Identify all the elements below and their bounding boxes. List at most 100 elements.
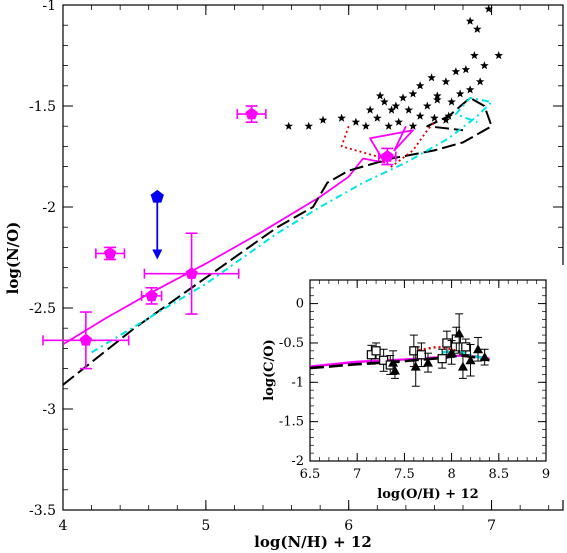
inset-axis-ticks: 6.5 7 7.5 8 8.5 9 -2 -1.5 -1 -0.5 0 (279, 279, 550, 482)
main-star-point (375, 91, 385, 100)
inset-filled-triangle (389, 365, 400, 375)
inset-open-square (416, 350, 426, 360)
inset-x-tick-label: 9 (542, 467, 550, 482)
inset-filled-triangle (473, 344, 484, 354)
inset-x-tick-label: 8 (447, 467, 455, 482)
main-star-point (373, 113, 382, 122)
upper-limit-arrowhead (152, 249, 163, 260)
inset-x-tick-label: 7.5 (394, 467, 415, 482)
inset-open-square (437, 354, 447, 364)
main-star-point (465, 16, 475, 25)
inset-filled-triangle (465, 355, 476, 365)
main-star-point (384, 121, 393, 130)
inset-y-tick-label: -1.5 (279, 415, 304, 430)
main-star-point (444, 111, 453, 120)
main-star-point (365, 105, 375, 114)
main-star-points (284, 4, 503, 130)
main-star-point (318, 115, 328, 124)
main-magenta-pentagon (245, 107, 258, 120)
inset-y-tick-label: -1 (291, 375, 304, 390)
main-star-point (408, 121, 418, 130)
main-x-tick-label: 7 (487, 518, 496, 534)
inset-data-points (366, 313, 490, 387)
main-y-tick-label: -1.5 (29, 99, 56, 115)
main-magenta-pentagon (381, 150, 394, 162)
main-star-point (475, 77, 485, 86)
main-x-tick-label: 4 (59, 518, 68, 534)
inset-x-tick-label: 8.5 (488, 467, 509, 482)
main-star-point (484, 4, 493, 13)
inset-filled-triangle (479, 352, 490, 362)
main-star-point (391, 101, 401, 110)
main-star-point (351, 117, 361, 126)
main-star-point (361, 121, 371, 130)
inset-filled-triangle (454, 328, 465, 338)
inset-x-tick-label: 6.5 (300, 467, 321, 482)
main-magenta-points (42, 105, 397, 370)
main-star-point (461, 65, 471, 74)
main-star-point (394, 117, 403, 126)
main-y-tick-label: -3.5 (29, 503, 56, 519)
main-star-point (455, 89, 465, 98)
inset-filled-triangle (446, 347, 457, 357)
main-star-point (480, 61, 489, 70)
inset-x-tick-label: 7 (353, 467, 361, 482)
main-star-point (404, 105, 413, 114)
inset-y-tick-label: 0 (296, 297, 304, 312)
main-magenta-pentagon (79, 333, 92, 346)
inset-filled-triangle (457, 361, 468, 371)
main-y-axis-title: log(N/O) (4, 222, 22, 295)
main-star-point (380, 97, 389, 106)
upper-limit-arrow (150, 189, 164, 260)
main-star-point (473, 24, 482, 33)
inset-filled-triangle (388, 357, 399, 367)
main-y-tick-label: -2 (42, 200, 56, 216)
main-star-point (465, 85, 475, 94)
main-star-point (441, 115, 451, 124)
inset-open-square (442, 338, 452, 348)
main-star-point (415, 81, 425, 90)
inset-open-square (461, 342, 471, 352)
main-star-point (451, 67, 461, 76)
main-star-point (494, 51, 503, 60)
main-star-point (387, 105, 396, 114)
inset-x-axis-title: log(O/H) + 12 (377, 487, 478, 502)
inset-y-axis-title: log(C/O) (262, 339, 277, 400)
main-star-point (337, 113, 346, 122)
inset-y-tick-label: -0.5 (279, 336, 304, 351)
main-y-tick-label: -1 (42, 0, 56, 14)
main-series-lines (62, 96, 493, 386)
inset-chart: 6.5 7 7.5 8 8.5 9-2-1.5-1-0.50 log(O/H) + 12 … (255, 265, 565, 502)
main-star-point (423, 101, 432, 110)
upper-limit-pentagon (150, 189, 164, 203)
inset-filled-triangle (410, 361, 421, 371)
main-star-point (284, 121, 293, 130)
inset-y-tick-label: -2 (291, 454, 304, 469)
main-x-axis-title: log(N/H) + 12 (254, 533, 372, 551)
main-star-point (430, 113, 439, 122)
main-magenta-pentagon (104, 247, 117, 259)
main-series-cyan-dashdot (91, 96, 493, 354)
main-star-point (427, 73, 436, 82)
inset-open-square (379, 355, 389, 365)
main-star-point (470, 51, 479, 60)
main-star-point (304, 121, 313, 130)
main-y-tick-label: -2.5 (29, 301, 56, 317)
main-series-black-longdash (62, 96, 493, 386)
main-star-point (433, 95, 442, 104)
main-axis-ticks: 4 5 6 7 -3.5 -3 -2.5 -2 -1.5 -1 (29, 0, 563, 534)
inset-open-square (371, 346, 381, 356)
main-star-point (441, 77, 451, 86)
inset-series-black-longdash (309, 354, 490, 370)
main-star-point (415, 111, 425, 120)
main-chart: 4 5 6 7 -3.5 -3 -2.5 -2 -1.5 -1 log(N/H) + 12 log… (4, 0, 564, 551)
main-plot-frame (62, 4, 564, 511)
main-star-point (408, 89, 418, 98)
inset-plot-frame (309, 279, 547, 462)
main-magenta-pentagon (185, 267, 198, 279)
main-star-point (447, 97, 456, 106)
main-magenta-pentagon (145, 289, 158, 302)
inset-filled-triangle (423, 357, 433, 367)
main-x-tick-label: 5 (201, 518, 210, 534)
